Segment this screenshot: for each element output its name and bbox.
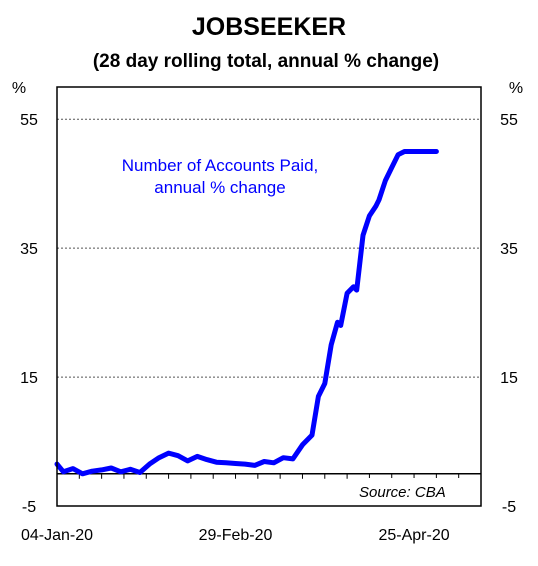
x-axis: 04-Jan-20 29-Feb-20 25-Apr-20 [21, 473, 482, 544]
y-unit-right: % [509, 80, 523, 97]
y-tick-label-left: 15 [20, 370, 38, 387]
chart-subtitle: (28 day rolling total, annual % change) [93, 51, 439, 72]
y-tick-label-right: -5 [502, 499, 516, 516]
plot-frame [56, 86, 482, 507]
x-tick-label: 29-Feb-20 [199, 527, 273, 544]
chart-title: JOBSEEKER [192, 13, 346, 41]
y-unit-left: % [12, 80, 26, 97]
y-tick-labels: 55 55 35 35 15 15 -5 -5 [20, 112, 518, 516]
x-tick-label: 04-Jan-20 [21, 527, 93, 544]
series-line [54, 149, 439, 477]
source-box [352, 478, 478, 504]
y-tick-label-right: 15 [500, 370, 518, 387]
y-tick-label-right: 35 [500, 241, 518, 258]
gridlines [57, 118, 481, 378]
y-tick-label-left: -5 [22, 499, 36, 516]
y-tick-label-left: 55 [20, 112, 38, 129]
y-tick-label-right: 55 [500, 112, 518, 129]
series-label-line: annual % change [154, 178, 285, 197]
y-tick-label-left: 35 [20, 241, 38, 258]
source-note: Source: CBA [359, 484, 446, 501]
series-label-line: Number of Accounts Paid, [122, 156, 319, 175]
series-label: Number of Accounts Paid, annual % change [122, 156, 319, 197]
series-layer [54, 149, 439, 477]
x-tick-label: 25-Apr-20 [378, 527, 449, 544]
